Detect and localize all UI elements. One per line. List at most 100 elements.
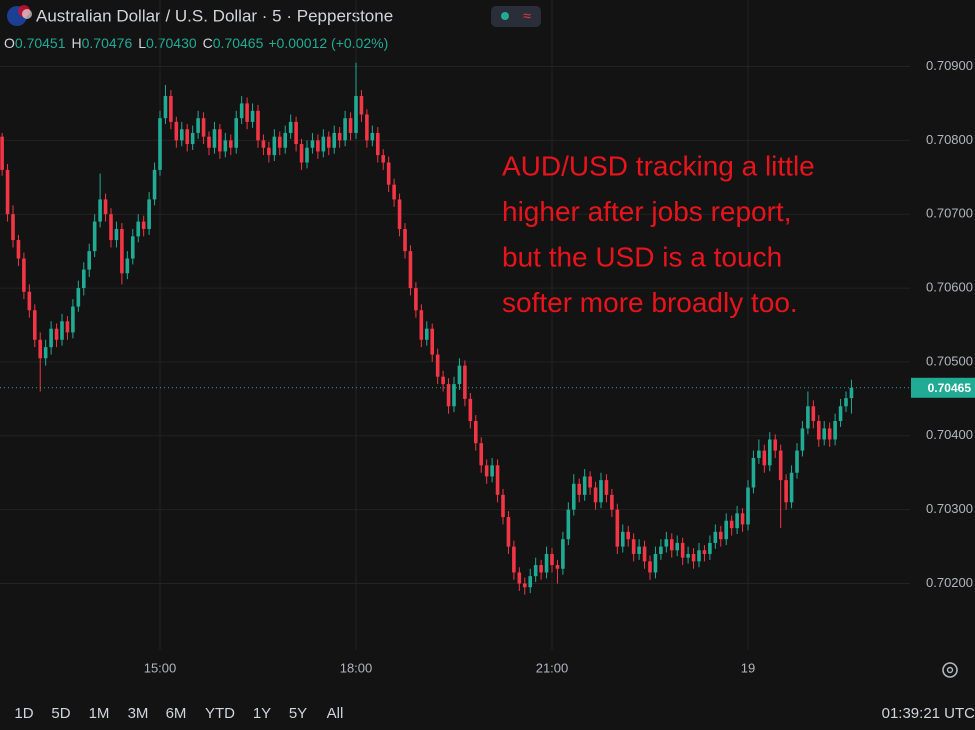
candle-body — [267, 147, 271, 156]
candle-body — [354, 96, 358, 133]
candle-body — [697, 550, 701, 562]
candle-body — [593, 487, 598, 503]
candle-body — [424, 328, 429, 340]
candle-body — [212, 129, 217, 148]
legend-key: O — [4, 35, 15, 51]
candle-body — [588, 476, 592, 488]
range-button[interactable]: 1Y — [253, 705, 271, 722]
candle-body — [795, 450, 799, 473]
candle-body — [381, 155, 386, 163]
candle-body — [60, 321, 64, 340]
candle-body — [512, 546, 516, 573]
candle-body — [141, 221, 146, 229]
annotation: but the USD is a touch — [502, 241, 782, 272]
candle-body — [642, 546, 647, 562]
candle-body — [539, 565, 543, 573]
candle-body — [806, 406, 810, 429]
candle-body — [125, 258, 130, 274]
candle-body — [397, 199, 402, 229]
candle-body — [250, 110, 255, 122]
candle-body — [245, 103, 249, 122]
range-button[interactable]: YTD — [205, 705, 235, 722]
candle-body — [321, 136, 326, 152]
candle-body — [724, 520, 729, 540]
range-button[interactable]: 3M — [128, 705, 149, 722]
candle-body — [800, 428, 805, 451]
candle-body — [0, 136, 4, 170]
candle-body — [27, 291, 32, 311]
range-button[interactable]: 5Y — [289, 705, 307, 722]
candle-body — [653, 553, 658, 573]
legend-value: 0.70451 — [15, 35, 66, 51]
candle-body — [130, 236, 135, 259]
candle-body — [713, 531, 718, 543]
candle-body — [375, 132, 380, 156]
candle-body — [659, 546, 663, 554]
candle-body — [294, 121, 298, 145]
candle-body — [708, 542, 712, 554]
candle-body — [256, 110, 260, 141]
candle-body — [403, 228, 407, 252]
candle-body — [185, 129, 190, 145]
candle-body — [544, 553, 549, 573]
candle-body — [11, 214, 15, 241]
range-button[interactable]: 1D — [14, 705, 33, 722]
candle-body — [615, 509, 620, 547]
candle-body — [71, 306, 75, 333]
candle-body — [169, 96, 173, 122]
legend-key: C — [203, 35, 213, 51]
legend-key: H — [72, 35, 82, 51]
candle-body — [691, 553, 696, 562]
range-button[interactable]: All — [327, 705, 344, 722]
candle-body — [757, 450, 761, 458]
x-tick-label: 21:00 — [536, 660, 569, 675]
candle-body — [277, 136, 282, 148]
candle-body — [49, 328, 53, 348]
candle-body — [22, 258, 26, 292]
annotation: softer more broadly too. — [502, 287, 798, 318]
candle-body — [408, 251, 413, 289]
candle-body — [490, 465, 494, 477]
candle-body — [604, 480, 609, 495]
candle-body — [81, 269, 86, 289]
status-buttons[interactable]: ≈ — [491, 6, 541, 27]
range-button[interactable]: 5D — [51, 705, 70, 722]
candle-body — [228, 140, 233, 148]
candle-body — [446, 384, 451, 407]
candle-body — [740, 513, 745, 525]
candle-body — [196, 118, 200, 133]
candle-body — [762, 450, 767, 466]
candle-body — [65, 321, 70, 333]
legend-value: 0.70430 — [146, 35, 197, 51]
candle-body — [234, 118, 239, 148]
candle-body — [479, 443, 484, 466]
candle-body — [288, 121, 293, 133]
candle-body — [43, 347, 48, 359]
candle-body — [120, 228, 124, 274]
settings-icon[interactable] — [942, 662, 958, 678]
candle-body — [174, 121, 179, 141]
candle-body — [675, 542, 680, 551]
range-button[interactable]: 6M — [166, 705, 187, 722]
candle-body — [218, 129, 222, 152]
candle-body — [773, 439, 778, 451]
candle-body — [577, 483, 582, 495]
symbol-flag — [7, 5, 32, 26]
candle-body — [207, 136, 211, 148]
candle-body — [414, 288, 418, 311]
candle-body — [599, 480, 603, 503]
candle-body — [457, 365, 462, 385]
candle-body — [299, 144, 304, 163]
range-button[interactable]: 1M — [89, 705, 110, 722]
candle-body — [109, 214, 113, 241]
candle-body — [179, 129, 184, 141]
candle-body — [332, 132, 337, 148]
candle-body — [114, 228, 119, 241]
candle-body — [370, 132, 375, 141]
candle-body — [838, 406, 843, 422]
candle-body — [305, 147, 309, 163]
candle-body — [468, 398, 473, 422]
candle-body — [38, 339, 43, 359]
candle-body — [555, 565, 560, 569]
